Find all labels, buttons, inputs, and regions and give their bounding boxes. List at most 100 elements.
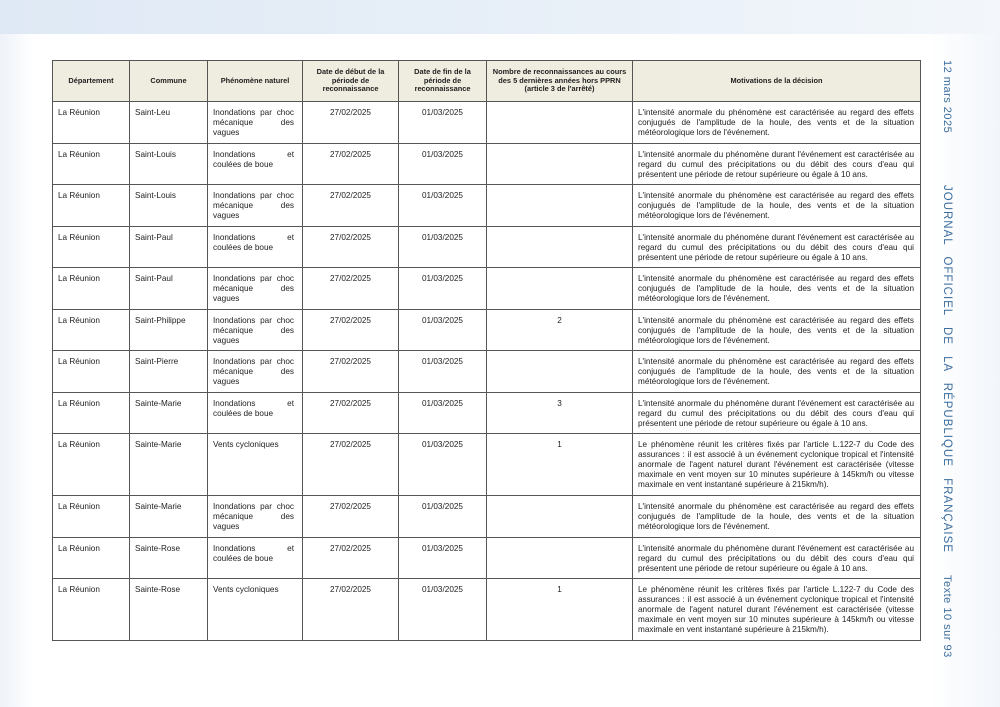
- cell-date-debut: 27/02/2025: [302, 308, 399, 351]
- page-indicator: Texte 10 sur 93: [941, 575, 953, 658]
- cell-phenomene: Inondations par choc mécanique des vague…: [207, 267, 303, 310]
- cell-date-fin: 01/03/2025: [398, 350, 487, 393]
- cell-phenomene: Inondations par choc mécanique des vague…: [207, 101, 303, 144]
- table-row: La Réunion Sainte-Marie Vents cycloniques 2…: [52, 433, 921, 496]
- cell-motivations: Le phénomène réunit les critères fixés p…: [632, 433, 921, 496]
- table-row: La Réunion Saint-Leu Inondations par choc …: [52, 101, 921, 144]
- cell-date-debut: 27/02/2025: [302, 350, 399, 393]
- cell-motivations: L'intensité anormale du phénomène est ca…: [632, 308, 921, 351]
- header-commune: Commune: [129, 60, 208, 102]
- cell-date-debut: 27/02/2025: [302, 495, 399, 538]
- left-band: [0, 34, 34, 707]
- cell-phenomene: Vents cycloniques: [207, 433, 303, 496]
- cell-date-debut: 27/02/2025: [302, 267, 399, 310]
- cell-nombre-reconnaissances: [486, 267, 633, 310]
- cell-motivations: L'intensité anormale du phénomène durant…: [632, 536, 921, 579]
- cell-departement: La Réunion: [52, 267, 130, 310]
- cell-commune: Sainte-Marie: [129, 391, 208, 434]
- cell-phenomene: Inondations par choc mécanique des vague…: [207, 308, 303, 351]
- cell-commune: Sainte-Rose: [129, 578, 208, 641]
- cell-departement: La Réunion: [52, 578, 130, 641]
- side-band: [930, 34, 1000, 707]
- cell-nombre-reconnaissances: 1: [486, 433, 633, 496]
- cell-nombre-reconnaissances: 3: [486, 391, 633, 434]
- cell-date-fin: 01/03/2025: [398, 101, 487, 144]
- cell-motivations: L'intensité anormale du phénomène est ca…: [632, 267, 921, 310]
- table-row: La Réunion Saint-Louis Inondations et coul…: [52, 142, 921, 185]
- cell-motivations: L'intensité anormale du phénomène est ca…: [632, 495, 921, 538]
- header-departement: Département: [52, 60, 130, 102]
- cell-motivations: L'intensité anormale du phénomène durant…: [632, 391, 921, 434]
- cell-date-fin: 01/03/2025: [398, 391, 487, 434]
- cell-departement: La Réunion: [52, 225, 130, 268]
- cell-nombre-reconnaissances: [486, 350, 633, 393]
- cell-phenomene: Inondations par choc mécanique des vague…: [207, 350, 303, 393]
- cell-phenomene: Inondations et coulées de boue: [207, 391, 303, 434]
- cell-commune: Saint-Philippe: [129, 308, 208, 351]
- cell-date-fin: 01/03/2025: [398, 536, 487, 579]
- cell-departement: La Réunion: [52, 350, 130, 393]
- cell-departement: La Réunion: [52, 308, 130, 351]
- header-date-debut: Date de début de la période de reconnais…: [302, 60, 399, 102]
- cell-phenomene: Vents cycloniques: [207, 578, 303, 641]
- cell-commune: Saint-Louis: [129, 142, 208, 185]
- cell-departement: La Réunion: [52, 536, 130, 579]
- cell-date-debut: 27/02/2025: [302, 225, 399, 268]
- cell-commune: Saint-Paul: [129, 225, 208, 268]
- cell-date-fin: 01/03/2025: [398, 578, 487, 641]
- cell-date-fin: 01/03/2025: [398, 267, 487, 310]
- cell-phenomene: Inondations par choc mécanique des vague…: [207, 495, 303, 538]
- cell-date-debut: 27/02/2025: [302, 391, 399, 434]
- cell-commune: Saint-Paul: [129, 267, 208, 310]
- cell-motivations: L'intensité anormale du phénomène est ca…: [632, 101, 921, 144]
- journal-title: JOURNAL OFFICIEL DE LA RÉPUBLIQUE FRANÇA…: [941, 185, 953, 553]
- cell-nombre-reconnaissances: [486, 142, 633, 185]
- table-row: La Réunion Sainte-Marie Inondations et cou…: [52, 391, 921, 434]
- cell-phenomene: Inondations par choc mécanique des vague…: [207, 184, 303, 227]
- header-motivations: Motivations de la décision: [632, 60, 921, 102]
- cell-motivations: Le phénomène réunit les critères fixés p…: [632, 578, 921, 641]
- cell-departement: La Réunion: [52, 101, 130, 144]
- cell-date-fin: 01/03/2025: [398, 225, 487, 268]
- cell-departement: La Réunion: [52, 495, 130, 538]
- table-header-row: Département Commune Phénomène naturel Date …: [52, 60, 921, 102]
- cell-date-fin: 01/03/2025: [398, 495, 487, 538]
- cell-commune: Saint-Leu: [129, 101, 208, 144]
- cell-date-debut: 27/02/2025: [302, 578, 399, 641]
- cell-phenomene: Inondations et coulées de boue: [207, 225, 303, 268]
- cell-departement: La Réunion: [52, 142, 130, 185]
- cell-commune: Sainte-Rose: [129, 536, 208, 579]
- cell-commune: Saint-Louis: [129, 184, 208, 227]
- cell-departement: La Réunion: [52, 184, 130, 227]
- cell-date-debut: 27/02/2025: [302, 184, 399, 227]
- cell-phenomene: Inondations et coulées de boue: [207, 142, 303, 185]
- table-row: La Réunion Sainte-Rose Inondations et coul…: [52, 536, 921, 579]
- table-row: La Réunion Sainte-Marie Inondations par ch…: [52, 495, 921, 538]
- cell-motivations: L'intensité anormale du phénomène est ca…: [632, 350, 921, 393]
- cell-date-fin: 01/03/2025: [398, 308, 487, 351]
- cell-nombre-reconnaissances: [486, 495, 633, 538]
- cell-motivations: L'intensité anormale du phénomène durant…: [632, 225, 921, 268]
- publication-date: 12 mars 2025: [941, 60, 953, 134]
- cell-commune: Saint-Pierre: [129, 350, 208, 393]
- cell-date-debut: 27/02/2025: [302, 142, 399, 185]
- cell-commune: Sainte-Marie: [129, 433, 208, 496]
- cell-nombre-reconnaissances: [486, 536, 633, 579]
- top-band: [0, 0, 1000, 34]
- table-row: La Réunion Saint-Pierre Inondations par ch…: [52, 350, 921, 393]
- cell-commune: Sainte-Marie: [129, 495, 208, 538]
- table-row: La Réunion Saint-Paul Inondations et coulé…: [52, 225, 921, 268]
- cell-nombre-reconnaissances: [486, 184, 633, 227]
- header-phenomene: Phénomène naturel: [207, 60, 303, 102]
- table-row: La Réunion Sainte-Rose Vents cycloniques 27…: [52, 578, 921, 641]
- cell-date-fin: 01/03/2025: [398, 184, 487, 227]
- header-date-fin: Date de fin de la période de reconnaissa…: [398, 60, 487, 102]
- cell-motivations: L'intensité anormale du phénomène est ca…: [632, 184, 921, 227]
- cell-nombre-reconnaissances: [486, 101, 633, 144]
- cell-departement: La Réunion: [52, 391, 130, 434]
- table-row: La Réunion Saint-Philippe Inondations par …: [52, 308, 921, 351]
- cell-nombre-reconnaissances: 2: [486, 308, 633, 351]
- cell-phenomene: Inondations et coulées de boue: [207, 536, 303, 579]
- cell-nombre-reconnaissances: [486, 225, 633, 268]
- cell-departement: La Réunion: [52, 433, 130, 496]
